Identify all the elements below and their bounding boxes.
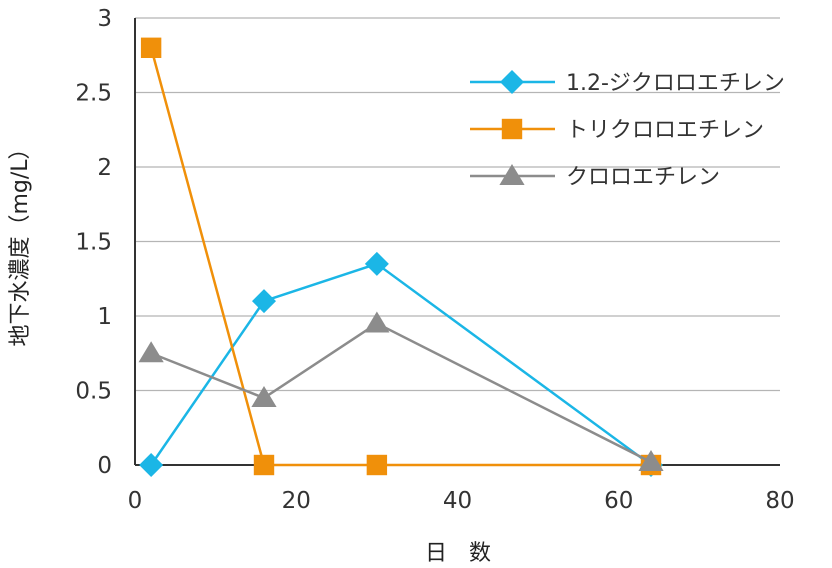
- legend-label-0: 1.2-ジクロロエチレン: [566, 71, 785, 96]
- series-2-point-2: [364, 311, 390, 333]
- series-1-point-1: [253, 454, 275, 476]
- series-0-point-0: [139, 453, 164, 477]
- gridlines: [135, 17, 780, 392]
- legend-marker-2: [499, 164, 525, 185]
- x-tick-label-4: 80: [765, 488, 794, 514]
- y-tick-label-3: 1.5: [75, 230, 112, 256]
- series-0-point-1: [252, 289, 276, 314]
- y-tick-label-1: 0.5: [75, 379, 112, 405]
- y-tick-label-2: 1: [97, 304, 112, 330]
- series-2-point-0: [138, 341, 164, 363]
- x-tick-label-0: 0: [128, 488, 143, 514]
- legend-label-2: クロロエチレン: [566, 165, 720, 190]
- x-tick-label-1: 20: [282, 488, 311, 514]
- x-axis-title: 日 数: [425, 541, 491, 566]
- y-tick-labels: 0 0.5 1 1.5 2 2.5 3: [75, 6, 112, 479]
- legend-marker-0: [500, 70, 524, 94]
- y-axis-title: 地下水濃度（mg/L）: [8, 137, 33, 346]
- series-1-point-0: [140, 37, 162, 58]
- legend-marker-1: [501, 118, 523, 140]
- y-tick-label-0: 0: [97, 453, 112, 479]
- series-2-point-3: [638, 450, 664, 472]
- legend-label-1: トリクロロエチレン: [566, 118, 764, 143]
- series-line-2: [150, 322, 652, 464]
- y-tick-label-5: 2.5: [75, 81, 112, 107]
- series-0-point-2: [364, 251, 389, 276]
- y-tick-label-4: 2: [97, 155, 112, 181]
- series-1-point-2: [366, 454, 388, 476]
- x-tick-labels: 0 20 40 60 80: [128, 488, 795, 514]
- series-2-point-1: [251, 385, 277, 407]
- series-line-1: [149, 47, 651, 467]
- x-tick-label-3: 60: [604, 488, 633, 514]
- series-line-0: [150, 262, 652, 467]
- y-tick-label-6: 3: [97, 6, 112, 32]
- x-tick-label-2: 40: [443, 488, 472, 514]
- data-series: [138, 37, 664, 477]
